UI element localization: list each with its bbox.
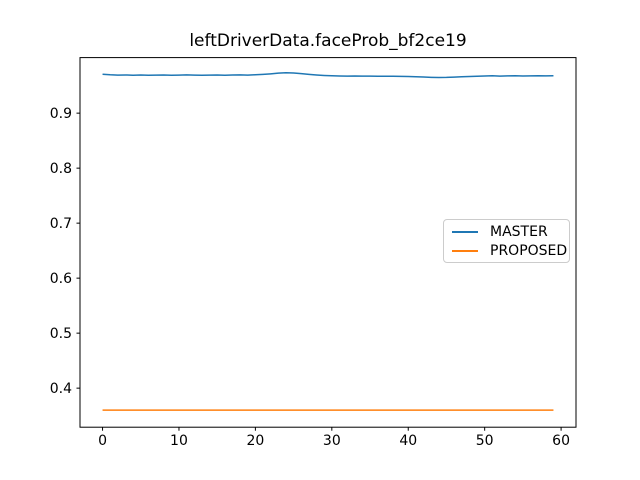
chart-title: leftDriverData.faceProb_bf2ce19 bbox=[189, 31, 466, 51]
legend-entry-master: MASTER bbox=[444, 222, 569, 241]
master-line bbox=[102, 71, 554, 79]
x-tick-label: 60 bbox=[552, 433, 570, 449]
x-tick-label: 10 bbox=[170, 433, 188, 449]
y-tick-label: 0.4 bbox=[50, 381, 72, 397]
legend-label: MASTER bbox=[490, 223, 548, 240]
y-tick-label: 0.8 bbox=[50, 161, 72, 177]
x-tick-label: 0 bbox=[98, 433, 107, 449]
y-tick-label: 0.5 bbox=[50, 326, 72, 342]
y-tick-label: 0.9 bbox=[50, 106, 72, 122]
plot-spines bbox=[79, 57, 577, 428]
legend-line-swatch bbox=[452, 230, 478, 233]
series-layer bbox=[102, 71, 554, 411]
axes-layer: 0 10 20 30 40 50 60 0.4 0.5 0.6 0.7 0.8 0.9 bbox=[50, 57, 577, 449]
legend-line-swatch bbox=[452, 249, 478, 252]
legend-entry-proposed: PROPOSED bbox=[444, 241, 569, 260]
x-tick-label: 30 bbox=[323, 433, 341, 449]
x-tick-label: 20 bbox=[246, 433, 264, 449]
legend-label: PROPOSED bbox=[490, 242, 568, 259]
x-tick-label: 40 bbox=[399, 433, 417, 449]
legend: MASTER PROPOSED bbox=[443, 219, 570, 263]
x-tick-label: 50 bbox=[476, 433, 494, 449]
y-tick-label: 0.7 bbox=[50, 216, 72, 232]
y-tick-label: 0.6 bbox=[50, 271, 72, 287]
